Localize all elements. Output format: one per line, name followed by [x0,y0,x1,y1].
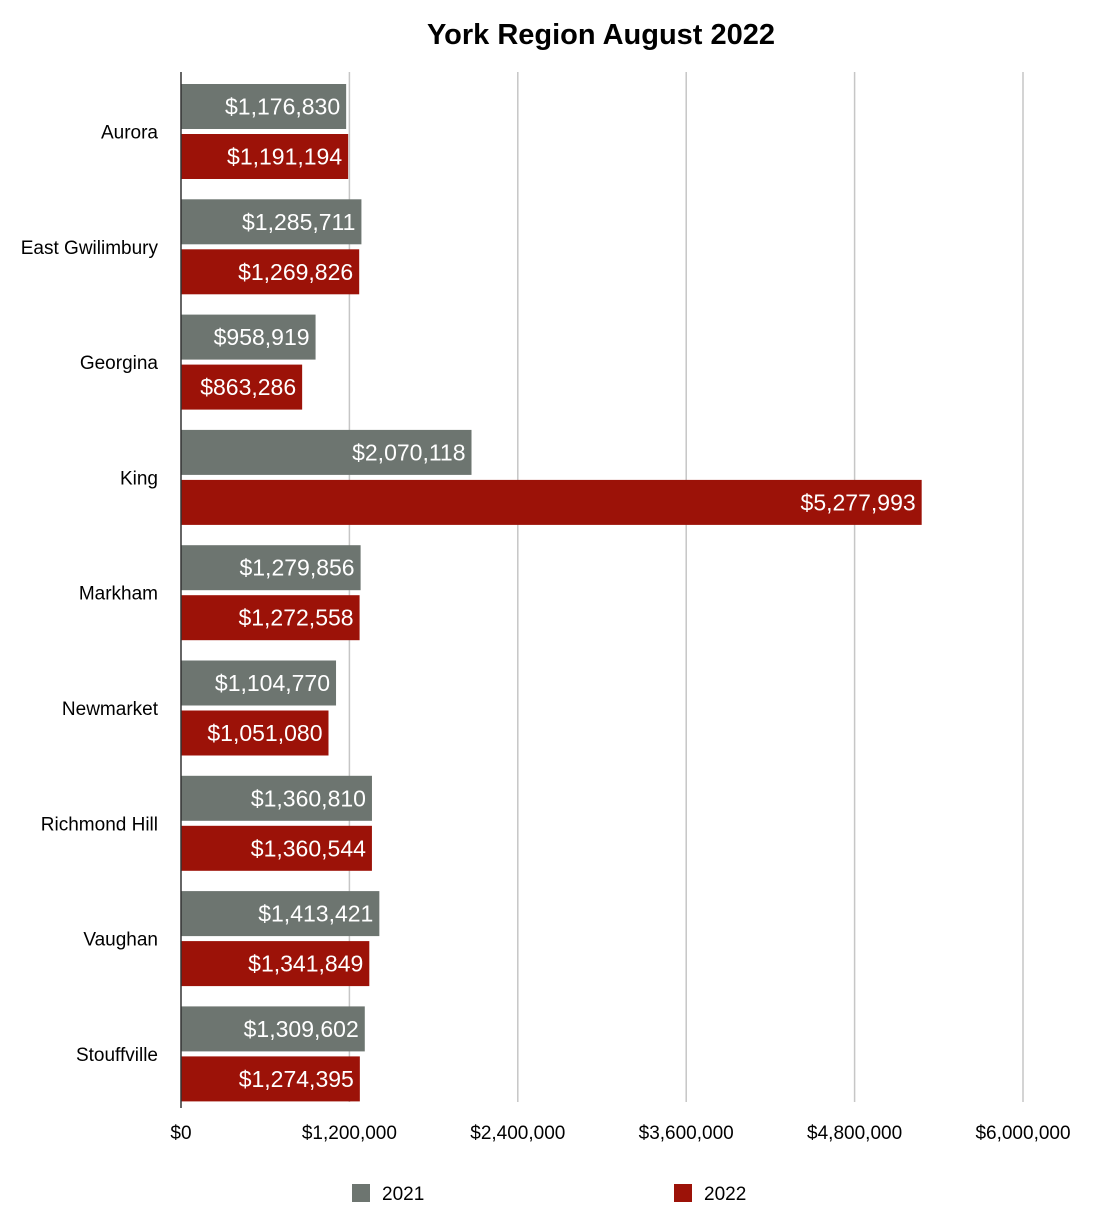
legend-label: 2021 [382,1184,424,1205]
data-label: $5,277,993 [801,489,916,515]
bar [181,429,472,475]
bar [181,134,349,179]
legend-swatch [674,1184,692,1202]
axes: $0 $1,200,000 $2,400,000 $3,600,000 $4,800,0… [21,72,1071,1144]
data-label: $1,360,810 [251,785,366,811]
data-label: $1,269,826 [238,259,353,285]
y-category-label: Vaughan [83,930,158,951]
bar [181,545,361,591]
data-label: $1,051,080 [207,720,322,746]
gridlines [348,72,1024,1102]
y-category-label: Markham [79,584,158,605]
x-tick-label: $4,800,000 [807,1123,902,1144]
legend: 2021 2022 [352,1184,746,1205]
y-category-label: Richmond Hill [41,814,158,835]
data-label: $1,274,395 [239,1066,354,1092]
data-label: $863,286 [200,374,296,400]
legend-swatch [352,1184,370,1202]
data-label: $1,176,830 [225,94,340,120]
bar [181,1006,365,1052]
bar [181,941,370,987]
bar [181,660,337,706]
data-label: $1,272,558 [238,605,353,631]
data-label: $1,285,711 [242,209,355,235]
x-tick-label: $3,600,000 [639,1123,734,1144]
bar [181,314,316,360]
bar [181,775,372,821]
y-category-label: King [120,468,158,489]
data-label: $1,360,544 [251,835,366,861]
legend-label: 2022 [704,1184,746,1205]
data-label: $1,104,770 [215,670,330,696]
bar [181,710,329,756]
bar [181,595,360,641]
x-tick-label: $1,200,000 [302,1123,397,1144]
bars: $1,176,830 $1,191,194 $1,285,711 $1,269,826… [181,84,922,1102]
y-category-label: Georgina [80,353,159,374]
chart-title: York Region August 2022 [427,19,775,51]
y-category-label: Stouffville [76,1045,158,1066]
bar [181,199,362,245]
data-label: $1,279,856 [239,555,354,581]
data-label: $1,191,194 [227,144,342,170]
data-label: $2,070,118 [352,439,465,465]
data-label: $958,919 [214,324,310,350]
y-category-label: Newmarket [62,699,159,720]
bar [181,825,372,871]
bar [181,1056,360,1102]
data-label: $1,413,421 [258,901,373,927]
data-label: $1,309,602 [244,1016,359,1042]
y-category-label: East Gwilimbury [21,238,159,259]
bar [181,891,380,937]
data-label: $1,341,849 [248,951,363,977]
bar [181,479,922,525]
bar [181,84,347,129]
bar [181,364,303,410]
y-category-label: Aurora [101,123,158,144]
bar [181,249,360,295]
x-tick-label: $2,400,000 [470,1123,565,1144]
x-tick-label: $6,000,000 [975,1123,1070,1144]
x-tick-label: $0 [170,1123,191,1144]
